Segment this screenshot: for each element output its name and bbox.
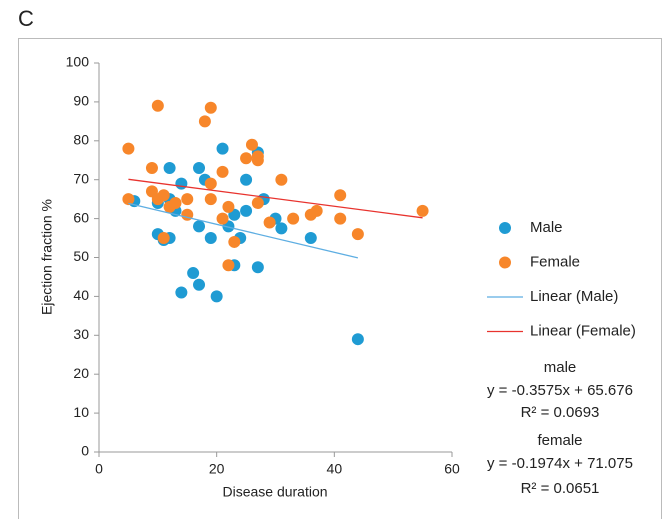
x-tick-label: 0 [95, 461, 103, 477]
point [151, 99, 164, 112]
point [198, 115, 211, 128]
point [216, 165, 229, 178]
legend-label: Male [530, 219, 563, 236]
x-tick-label: 60 [444, 461, 460, 477]
annotation: female [537, 432, 582, 449]
annotation: y = -0.3575x + 65.676 [487, 382, 633, 399]
annotation: male [544, 359, 577, 376]
annotation: R² = 0.0651 [521, 480, 600, 497]
point [334, 189, 347, 202]
y-tick-label: 100 [66, 54, 90, 70]
trend-line [128, 178, 423, 219]
point [275, 222, 288, 235]
point [181, 193, 194, 206]
y-tick-label: 60 [73, 209, 89, 225]
point [193, 162, 206, 175]
legend-marker [499, 256, 511, 269]
panel-label: C [18, 6, 34, 31]
point [251, 197, 264, 210]
point [216, 142, 229, 155]
point [334, 212, 347, 225]
point [122, 193, 135, 206]
point [187, 267, 200, 280]
x-axis-label: Disease duration [222, 484, 327, 500]
point [351, 333, 364, 346]
point [204, 101, 217, 114]
point [157, 189, 170, 202]
point [222, 200, 235, 213]
point [251, 154, 264, 167]
point [204, 232, 217, 245]
y-tick-label: 90 [73, 93, 89, 109]
point [416, 204, 429, 217]
point [157, 232, 170, 245]
point [193, 220, 206, 233]
y-tick-label: 10 [73, 404, 89, 420]
point [210, 290, 223, 303]
point [204, 177, 217, 190]
point [228, 235, 241, 248]
point [240, 173, 253, 186]
point [287, 212, 300, 225]
point [175, 177, 188, 190]
y-tick-label: 30 [73, 326, 89, 342]
point [169, 197, 182, 210]
point [245, 138, 258, 151]
point [122, 142, 135, 155]
y-tick-label: 0 [81, 443, 89, 459]
y-tick-label: 70 [73, 170, 89, 186]
point [275, 173, 288, 186]
trend-line [128, 202, 359, 259]
point [263, 216, 276, 229]
legend-marker [499, 222, 511, 234]
point [240, 152, 253, 165]
x-tick-label: 40 [327, 461, 343, 477]
annotation: y = -0.1974x + 71.075 [487, 455, 633, 472]
y-tick-label: 80 [73, 132, 89, 148]
point [175, 286, 188, 299]
x-tick-label: 20 [209, 461, 225, 477]
y-tick-label: 40 [73, 287, 89, 303]
point [251, 261, 264, 274]
legend-label: Female [530, 253, 580, 270]
point [193, 278, 206, 291]
annotation: R² = 0.0693 [521, 404, 600, 421]
point [204, 193, 217, 206]
point [310, 204, 323, 217]
y-axis-label: Ejection fraction % [39, 199, 55, 315]
legend-label: Linear (Male) [530, 288, 618, 305]
point [240, 204, 253, 217]
y-tick-label: 20 [73, 365, 89, 381]
legend-label: Linear (Female) [530, 322, 636, 339]
panel-border [18, 38, 662, 519]
point [145, 162, 158, 175]
point [304, 232, 317, 245]
y-tick-label: 50 [73, 248, 89, 264]
point [222, 259, 235, 272]
point [163, 162, 176, 175]
point [351, 228, 364, 241]
point [216, 212, 229, 225]
